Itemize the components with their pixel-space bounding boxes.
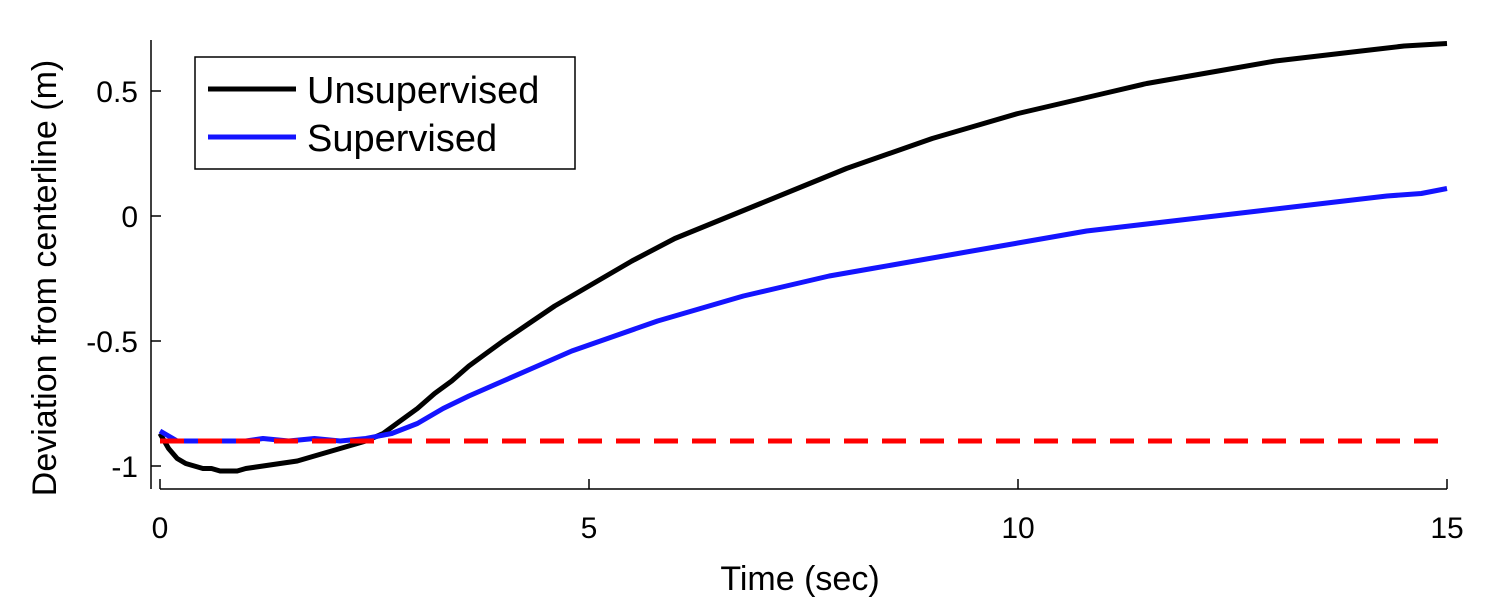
- legend: Unsupervised Supervised: [194, 56, 576, 170]
- x-axis-label: Time (sec): [720, 560, 879, 598]
- x-tick-label: 10: [1001, 512, 1034, 545]
- legend-label-unsupervised: Unsupervised: [307, 70, 539, 112]
- x-tick-label: 15: [1430, 512, 1463, 545]
- y-tick-label: 0: [121, 201, 138, 234]
- y-axis-label: Deviation from centerline (m): [26, 60, 64, 496]
- series-line-supervised: [158, 186, 1448, 444]
- ticks-layer: 0 5 10 15 -1 -0.5 0 0.5: [86, 76, 1463, 545]
- axes-layer: [150, 40, 1447, 490]
- legend-box: [194, 56, 576, 170]
- y-tick-label: 0.5: [96, 76, 138, 109]
- y-tick-label: -1: [111, 451, 138, 484]
- x-tick-label: 5: [581, 512, 598, 545]
- series-line-unsupervised: [157, 41, 1448, 474]
- legend-label-supervised: Supervised: [307, 118, 497, 160]
- x-tick-label: 0: [152, 512, 169, 545]
- y-tick-label: -0.5: [86, 326, 138, 359]
- series-layer: [157, 41, 1448, 474]
